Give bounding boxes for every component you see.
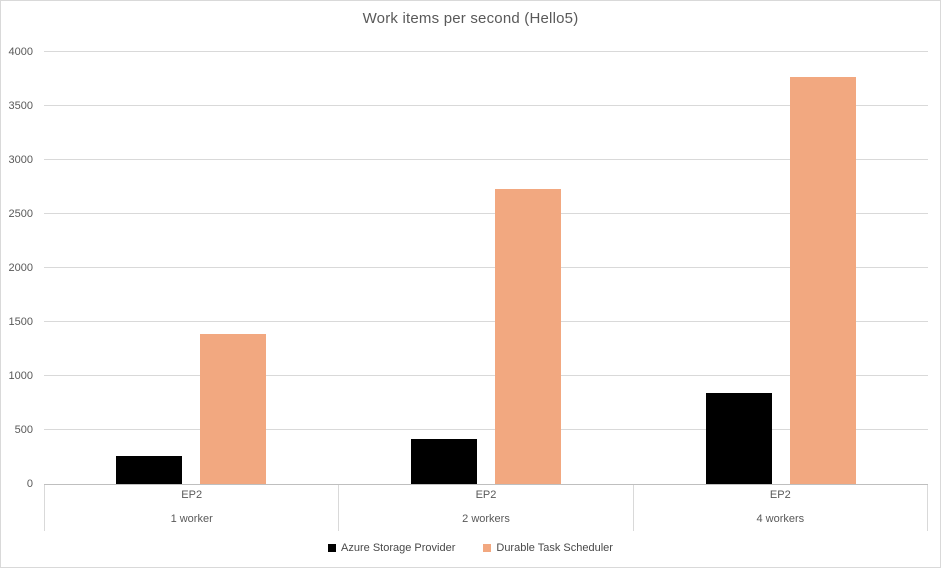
plot-area (44, 51, 928, 485)
legend-swatch-durable-task-scheduler (483, 544, 492, 552)
y-axis-label: 2000 (8, 262, 33, 274)
y-axis-label: 3500 (8, 100, 33, 112)
bar-durable-task-scheduler-group-1 (200, 333, 267, 484)
y-axis: 0 500 1000 1500 2000 2500 3000 3500 4000 (1, 46, 38, 490)
category-cell-2-workers: EP2 2 workers (339, 485, 634, 531)
y-axis-label: 0 (26, 478, 33, 490)
legend-item-durable-task-scheduler: Durable Task Scheduler (483, 542, 613, 554)
gridline (44, 429, 928, 430)
gridline (44, 213, 928, 214)
bar-azure-storage-provider-group-3 (705, 393, 772, 484)
legend: Azure Storage Provider Durable Task Sche… (1, 542, 940, 554)
gridline (44, 159, 928, 160)
category-cell-4-workers: EP2 4 workers (634, 485, 928, 531)
category-top-label: EP2 (769, 489, 791, 501)
gridline (44, 375, 928, 376)
bar-azure-storage-provider-group-2 (411, 438, 477, 484)
y-axis-label: 4000 (8, 46, 33, 58)
category-top-label: EP2 (475, 489, 497, 501)
gridline (44, 321, 928, 322)
bar-durable-task-scheduler-group-2 (495, 189, 561, 484)
legend-item-azure-storage-provider: Azure Storage Provider (328, 542, 455, 554)
legend-label: Durable Task Scheduler (496, 542, 613, 554)
category-bottom-label: 2 workers (462, 513, 510, 525)
chart-title: Work items per second (Hello5) (362, 10, 579, 27)
gridline (44, 267, 928, 268)
bar-durable-task-scheduler-group-3 (789, 76, 856, 484)
category-cell-1-worker: EP2 1 worker (44, 485, 340, 531)
y-axis-label: 2500 (8, 208, 33, 220)
category-axis: EP2 1 worker EP2 2 workers EP2 4 workers (44, 485, 928, 531)
y-axis-label: 500 (14, 424, 33, 436)
bar-azure-storage-provider-group-1 (116, 455, 183, 484)
gridline (44, 105, 928, 106)
y-axis-label: 1000 (8, 370, 33, 382)
y-axis-label: 1500 (8, 316, 33, 328)
legend-label: Azure Storage Provider (341, 542, 456, 554)
legend-swatch-azure-storage-provider (328, 544, 337, 552)
category-bottom-label: 1 worker (170, 513, 213, 525)
gridline (44, 51, 928, 52)
category-bottom-label: 4 workers (756, 513, 805, 525)
category-top-label: EP2 (181, 489, 203, 501)
y-axis-label: 3000 (8, 154, 33, 166)
